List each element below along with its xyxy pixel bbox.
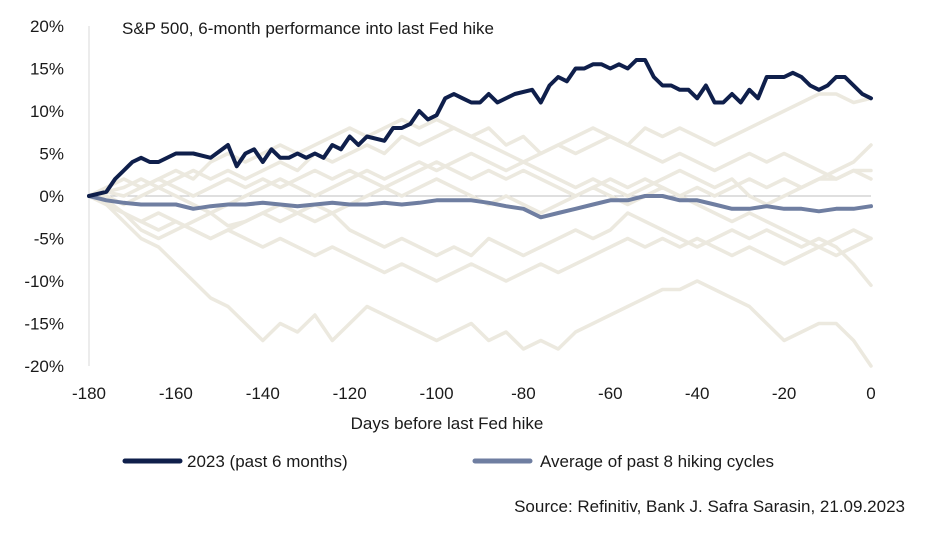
series-line-2023 — [87, 58, 873, 198]
series-line-average — [87, 194, 873, 220]
x-tick-label: -80 — [511, 384, 536, 403]
y-tick-label: 0% — [39, 187, 64, 206]
y-tick-label: 20% — [30, 17, 64, 36]
x-tick-label: -140 — [246, 384, 280, 403]
series-line-past-cycle — [87, 117, 873, 207]
source-note: Source: Refinitiv, Bank J. Safra Sarasin… — [514, 497, 905, 516]
legend-item-2023: 2023 (past 6 months) — [122, 452, 348, 471]
chart-title: S&P 500, 6-month performance into last F… — [122, 19, 494, 38]
series-line-past-cycle — [87, 194, 873, 288]
x-axis-ticks: -180 -160 -140 -120 -100 -80 -60 -40 -20 0 — [72, 384, 876, 403]
y-tick-label: 15% — [30, 60, 64, 79]
series-line-past-cycle — [87, 194, 873, 283]
y-tick-label: 10% — [30, 102, 64, 121]
series-layer — [87, 58, 873, 368]
legend-item-average: Average of past 8 hiking cycles — [472, 452, 774, 471]
x-tick-label: -20 — [772, 384, 797, 403]
x-axis-title: Days before last Fed hike — [351, 414, 544, 433]
series-line-past-cycle — [87, 92, 873, 198]
x-tick-label: 0 — [866, 384, 875, 403]
legend-label-2023: 2023 (past 6 months) — [187, 452, 348, 471]
legend: 2023 (past 6 months) Average of past 8 h… — [122, 452, 774, 471]
series-line-past-cycle — [87, 160, 873, 207]
x-tick-label: -160 — [159, 384, 193, 403]
y-tick-label: -20% — [24, 357, 64, 376]
x-tick-label: -120 — [333, 384, 367, 403]
y-tick-label: 5% — [39, 145, 64, 164]
y-tick-label: -10% — [24, 272, 64, 291]
x-tick-label: -100 — [420, 384, 454, 403]
y-tick-label: -15% — [24, 315, 64, 334]
y-axis-ticks: 20% 15% 10% 5% 0% -5% -10% -15% -20% — [24, 17, 64, 376]
x-tick-label: -180 — [72, 384, 106, 403]
legend-label-average: Average of past 8 hiking cycles — [540, 452, 774, 471]
plot-area: 20% 15% 10% 5% 0% -5% -10% -15% -20% -180 -160 -14… — [24, 17, 875, 403]
series-line-past-cycle — [87, 134, 873, 215]
series-line-past-cycle — [87, 194, 873, 368]
x-tick-label: -60 — [598, 384, 623, 403]
y-tick-label: -5% — [34, 230, 64, 249]
x-tick-label: -40 — [685, 384, 710, 403]
